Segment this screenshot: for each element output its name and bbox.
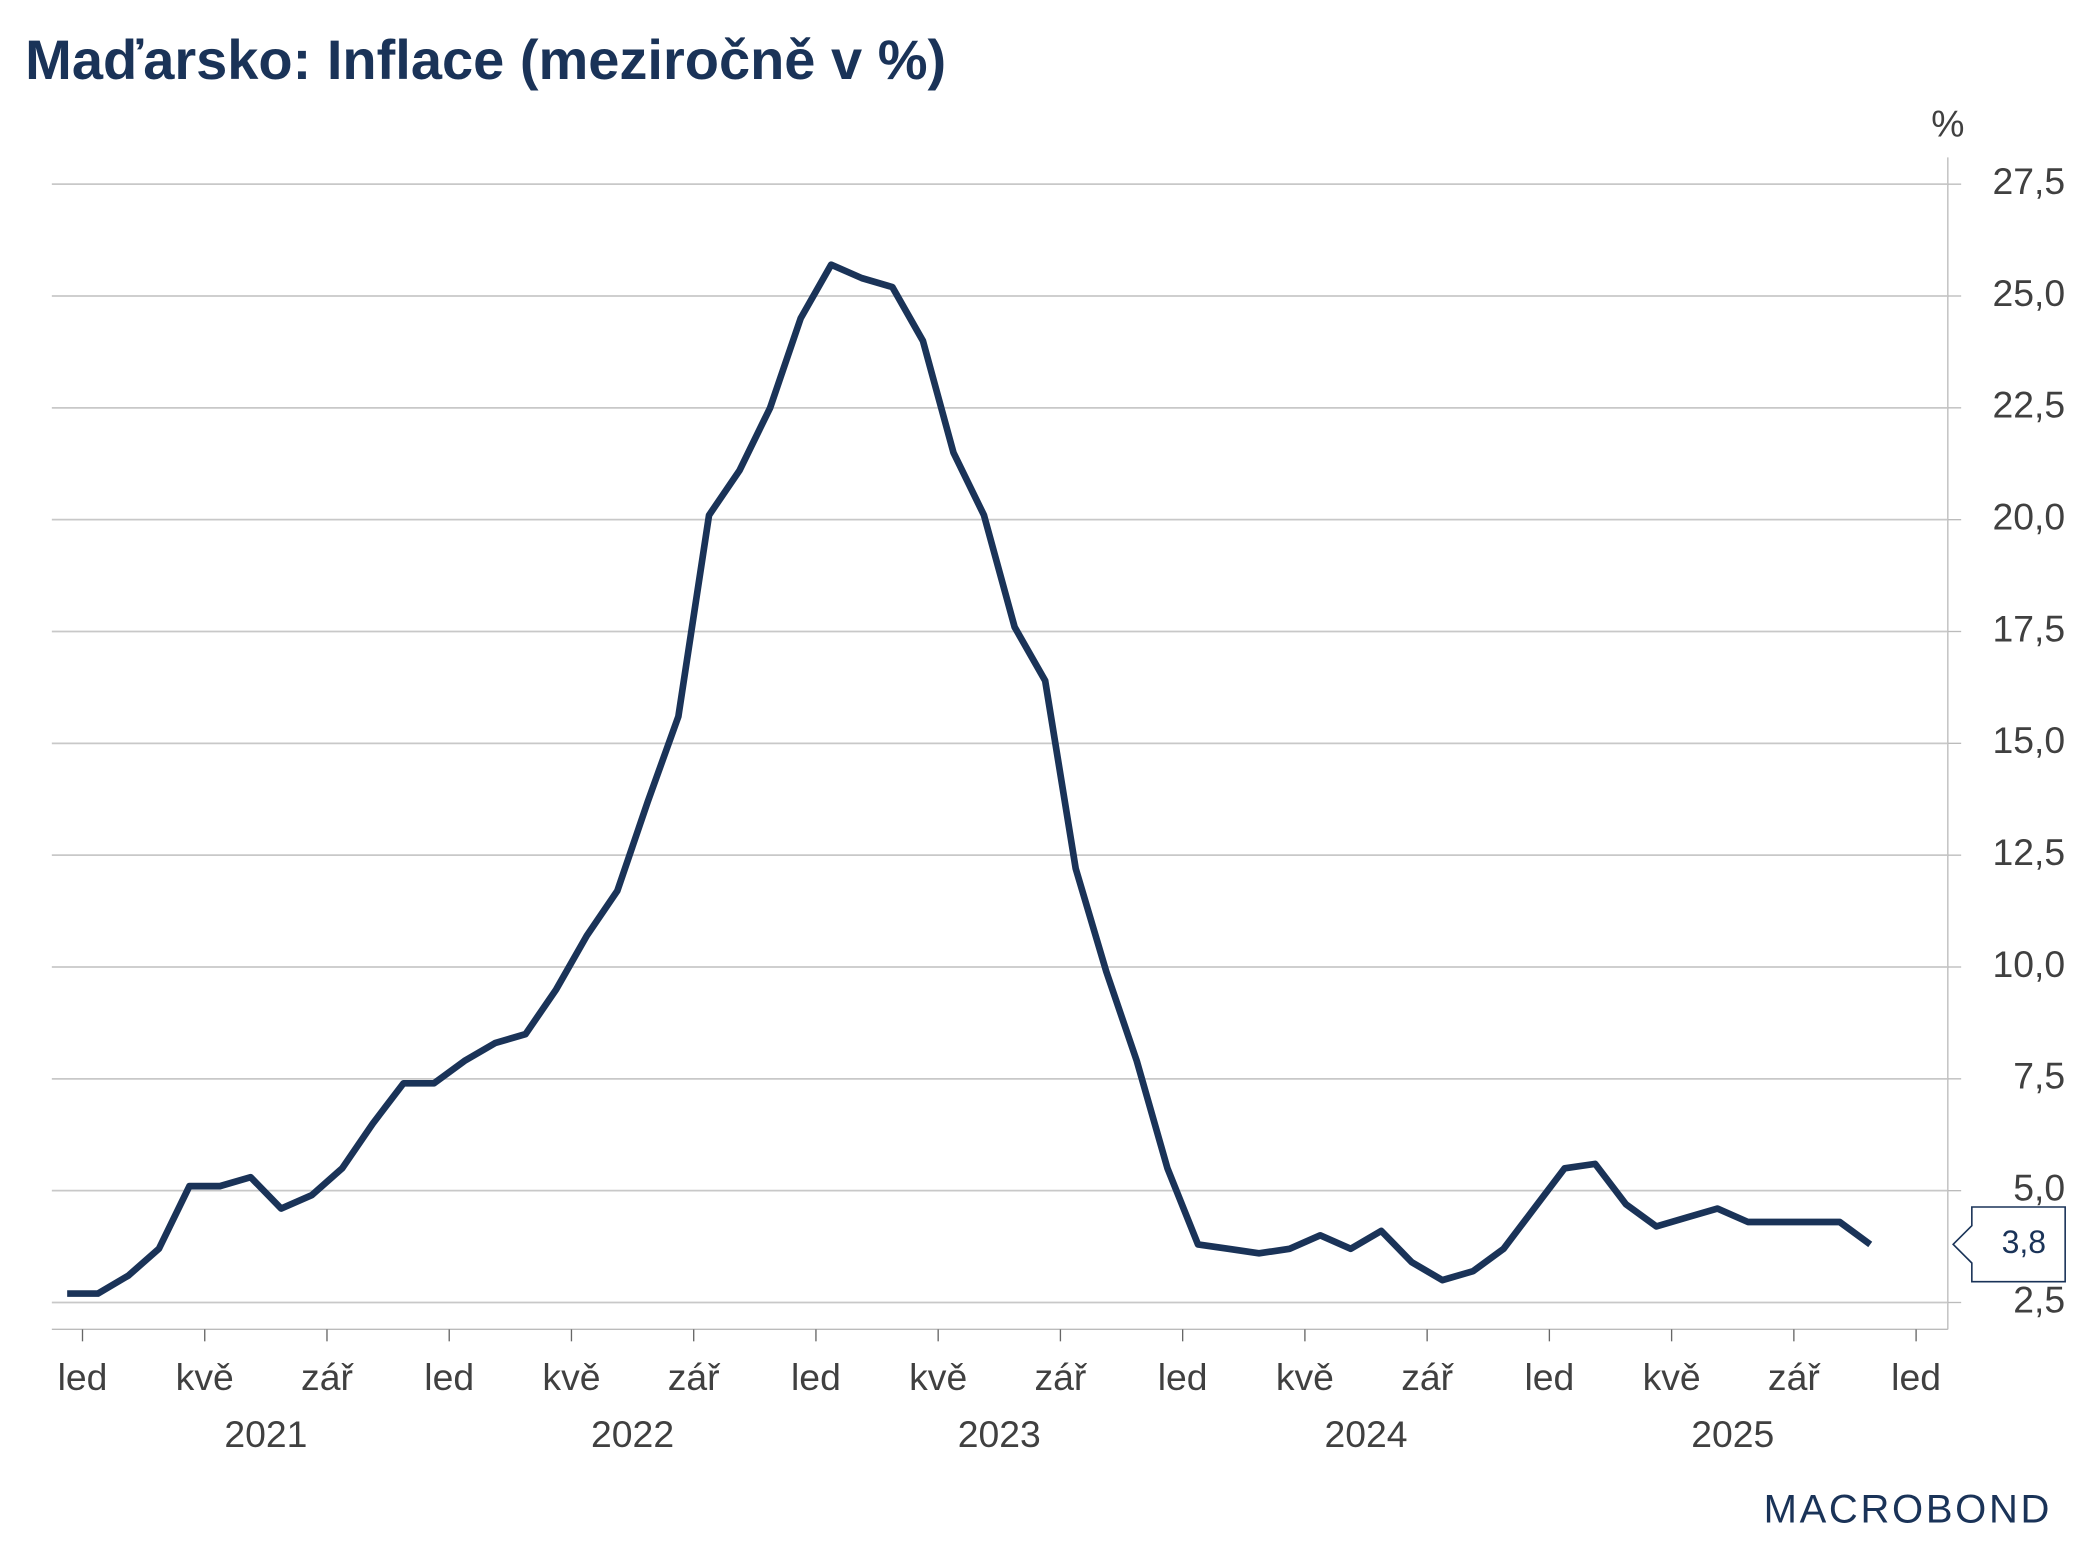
year-label: 2023 bbox=[958, 1413, 1041, 1455]
y-tick-label: 25,0 bbox=[1993, 272, 2066, 314]
y-tick-label: 10,0 bbox=[1993, 943, 2066, 985]
y-tick-label: 20,0 bbox=[1993, 496, 2066, 538]
y-tick-label: 15,0 bbox=[1993, 719, 2066, 761]
x-tick-label: zář bbox=[1401, 1356, 1454, 1398]
y-tick-label: 2,5 bbox=[2013, 1278, 2065, 1320]
year-label: 2024 bbox=[1324, 1413, 1407, 1455]
y-axis-label: % bbox=[1931, 103, 1964, 145]
x-tick-label: led bbox=[424, 1356, 474, 1398]
chart-title: Maďarsko: Inflace (meziročně v %) bbox=[25, 28, 946, 91]
x-tick-label: led bbox=[791, 1356, 841, 1398]
x-tick-label: led bbox=[1158, 1356, 1208, 1398]
line bbox=[67, 261, 1873, 1297]
x-tick-label: kvě bbox=[1643, 1356, 1701, 1398]
x-tick-label: kvě bbox=[176, 1356, 234, 1398]
x-tick-label: kvě bbox=[542, 1356, 600, 1398]
y-tick-label: 17,5 bbox=[1993, 607, 2066, 649]
x-tick-label: zář bbox=[1768, 1356, 1821, 1398]
x-tick-label: zář bbox=[301, 1356, 354, 1398]
x-tick-label: zář bbox=[668, 1356, 721, 1398]
x-tick-label: led bbox=[1524, 1356, 1574, 1398]
x-tick-label: kvě bbox=[909, 1356, 967, 1398]
y-tick-label: 7,5 bbox=[2013, 1055, 2065, 1097]
value-label-box bbox=[1952, 1206, 2066, 1283]
x-tick-label: zář bbox=[1034, 1356, 1087, 1398]
x-tick-label: kvě bbox=[1276, 1356, 1334, 1398]
brand: MACROBOND bbox=[1764, 1488, 2052, 1532]
value-label: 3,8 bbox=[2002, 1224, 2046, 1260]
y-tick-label: 27,5 bbox=[1993, 160, 2066, 202]
x-tick-label: led bbox=[58, 1356, 108, 1398]
year-label: 2022 bbox=[591, 1413, 674, 1455]
y-tick-label: 22,5 bbox=[1993, 384, 2066, 426]
y-tick-label: 5,0 bbox=[2013, 1167, 2065, 1209]
y-tick-label: 12,5 bbox=[1993, 831, 2066, 873]
x-tick-label: led bbox=[1891, 1356, 1941, 1398]
year-label: 2025 bbox=[1691, 1413, 1774, 1455]
year-label: 2021 bbox=[224, 1413, 307, 1455]
